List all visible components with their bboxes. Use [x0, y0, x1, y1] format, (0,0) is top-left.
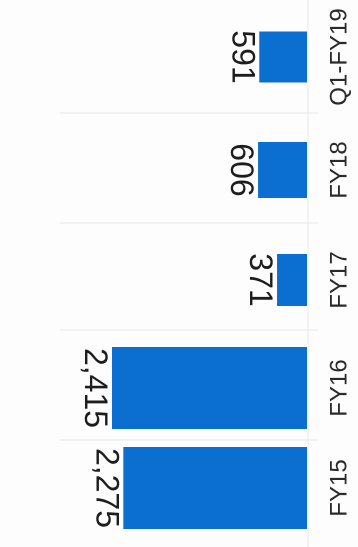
- category-label: FY17: [326, 251, 353, 308]
- bar-fy15: [123, 447, 307, 529]
- category-label: FY15: [326, 459, 353, 516]
- data-label: 2,275: [89, 448, 125, 528]
- bar-q1-fy19: [259, 31, 307, 83]
- bar-fy18: [258, 142, 307, 198]
- category-label: Q1-FY19: [326, 8, 353, 105]
- category-label: FY18: [326, 141, 353, 198]
- data-label: 371: [243, 253, 279, 306]
- bar-fy17: [277, 254, 307, 306]
- data-label: 606: [224, 143, 260, 196]
- bar-fy16: [112, 347, 307, 429]
- data-label: 2,415: [78, 348, 114, 428]
- category-label: FY16: [326, 359, 353, 416]
- data-label: 591: [225, 30, 261, 83]
